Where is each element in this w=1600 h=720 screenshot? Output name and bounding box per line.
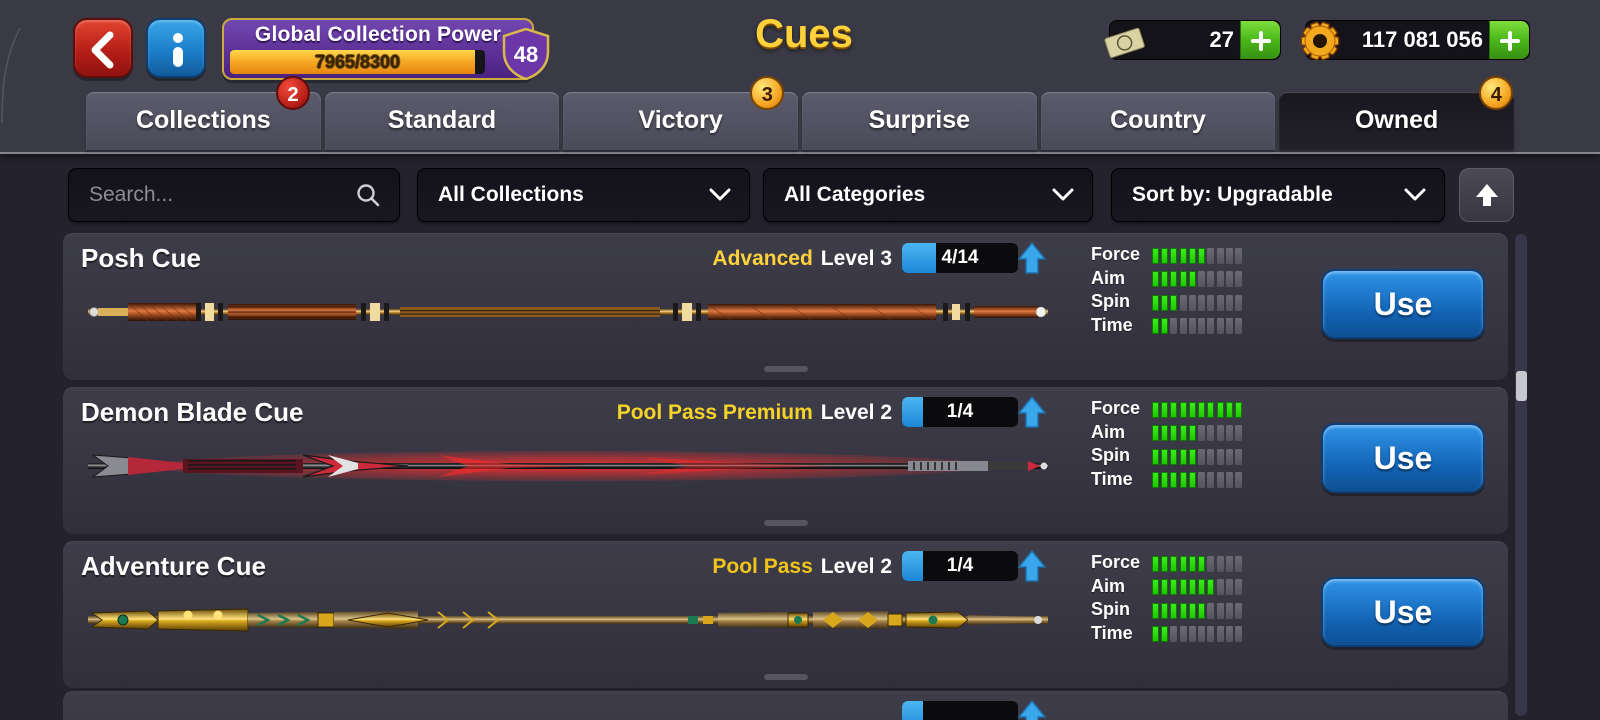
svg-text:48: 48 [514,42,538,67]
